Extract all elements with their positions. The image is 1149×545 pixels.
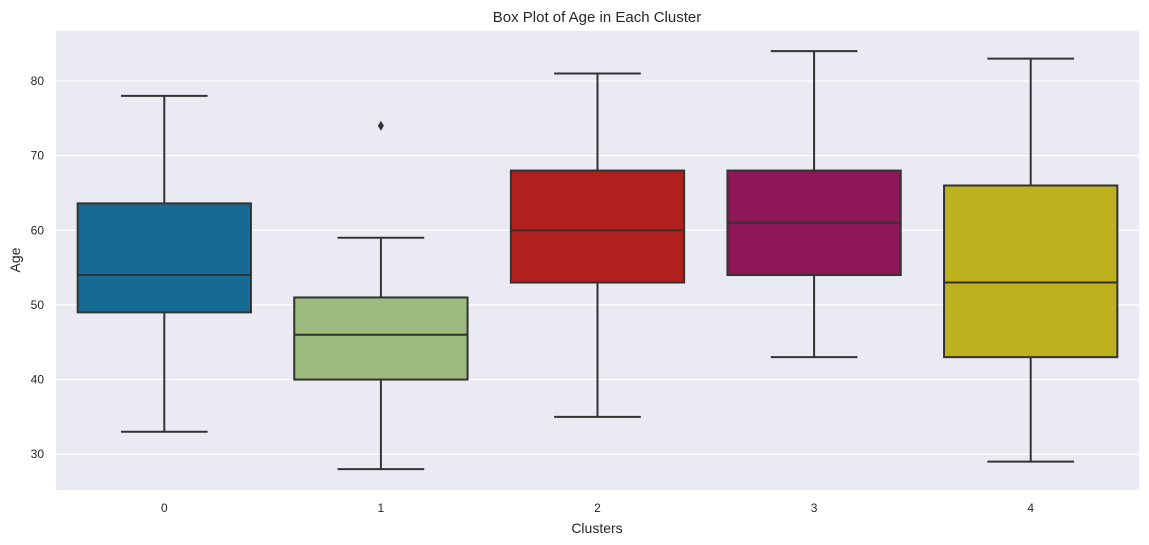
- y-tick-label: 30: [31, 447, 45, 461]
- iqr-box: [293, 296, 469, 381]
- y-tick-label: 40: [31, 373, 45, 387]
- x-tick-label: 1: [378, 501, 385, 515]
- box-cluster-0: [76, 94, 252, 433]
- x-tick-label: 4: [1027, 501, 1034, 515]
- y-axis-label: Age: [7, 247, 23, 272]
- iqr-box: [943, 184, 1119, 359]
- y-axis-ticks: 30 40 50 60 70 80: [31, 74, 45, 461]
- box-cluster-1: [293, 120, 469, 471]
- x-axis-label: Clusters: [571, 520, 622, 536]
- chart-title: Box Plot of Age in Each Cluster: [493, 9, 701, 26]
- iqr-box: [76, 202, 252, 314]
- y-tick-label: 70: [31, 149, 45, 163]
- x-axis-ticks: 0 1 2 3 4: [161, 501, 1034, 515]
- y-tick-label: 60: [31, 223, 45, 237]
- boxes-group: [76, 50, 1119, 471]
- outlier-point: [377, 120, 384, 131]
- iqr-box: [509, 169, 686, 284]
- x-tick-label: 2: [594, 501, 601, 515]
- y-tick-label: 80: [31, 74, 45, 88]
- box-cluster-4: [943, 57, 1119, 463]
- y-tick-label: 50: [31, 298, 45, 312]
- box-cluster-2: [509, 72, 686, 418]
- box-cluster-3: [726, 50, 902, 359]
- x-tick-label: 0: [161, 501, 168, 515]
- x-tick-label: 3: [811, 501, 818, 515]
